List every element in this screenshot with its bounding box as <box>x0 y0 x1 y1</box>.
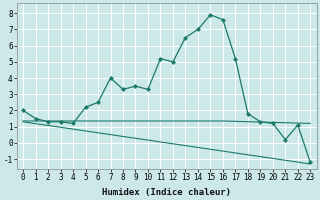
X-axis label: Humidex (Indice chaleur): Humidex (Indice chaleur) <box>102 188 231 197</box>
